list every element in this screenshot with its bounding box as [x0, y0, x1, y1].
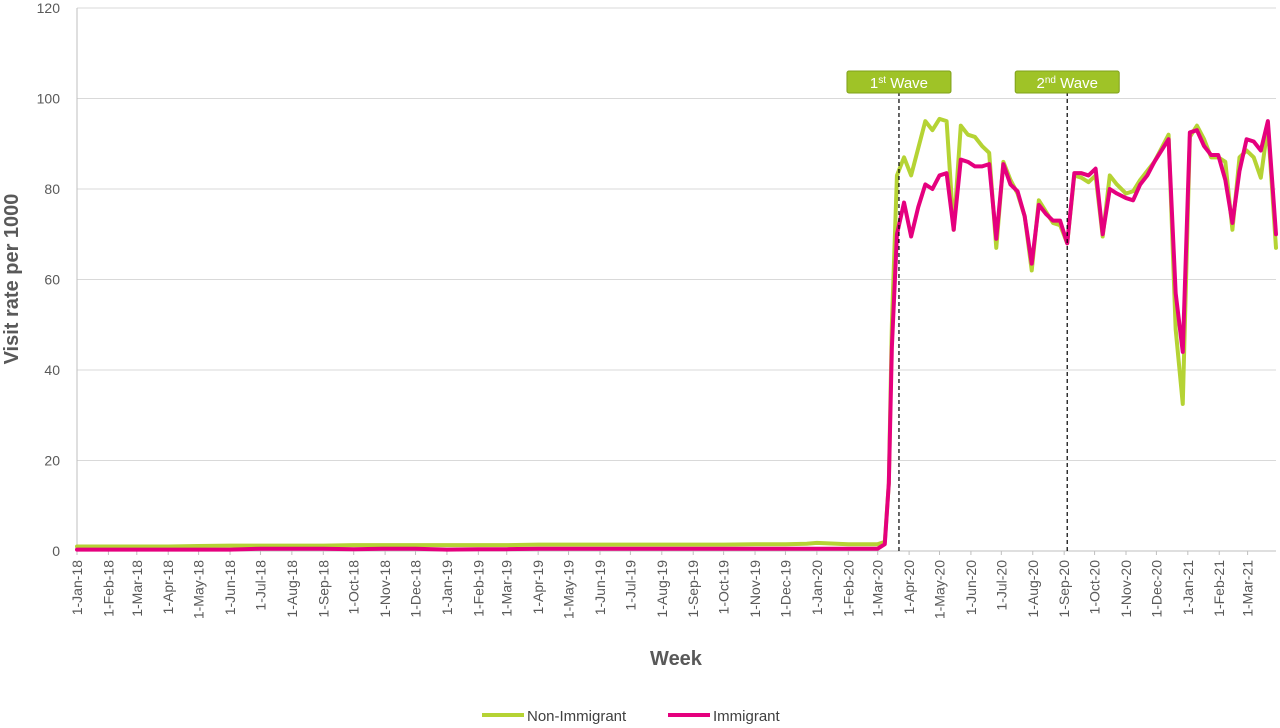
x-tick-label: 1-Oct-20	[1087, 560, 1103, 615]
x-tick-labels: 1-Jan-18 1-Feb-18 1-Mar-18 1-Apr-18 1-May-18…	[69, 551, 1256, 619]
x-tick-label: 1-Apr-20	[901, 560, 917, 615]
series-lines	[75, 116, 1278, 552]
x-tick-label: 1-Jan-20	[809, 560, 825, 615]
x-tick-label: 1-Jan-18	[69, 560, 85, 615]
axes	[76, 8, 1276, 552]
y-axis-title: Visit rate per 1000	[1, 194, 23, 365]
x-tick-label: 1-Aug-19	[654, 560, 670, 618]
wave-label: 2nd Wave	[1037, 75, 1098, 92]
x-tick-label: 1-Aug-18	[284, 560, 300, 618]
x-tick-label: 1-Jul-20	[993, 560, 1009, 611]
x-tick-label: 1-Feb-21	[1211, 560, 1227, 617]
y-tick-label: 40	[44, 362, 60, 378]
x-tick-label: 1-Dec-20	[1148, 560, 1164, 618]
x-tick-label: 1-Aug-20	[1025, 560, 1041, 618]
y-tick-label: 100	[37, 91, 61, 107]
y-tick-label: 80	[44, 181, 60, 197]
x-tick-label: 1-Feb-18	[100, 560, 116, 617]
x-tick-label: 1-May-19	[561, 560, 577, 619]
x-tick-label: 1-Apr-18	[160, 560, 176, 615]
x-tick-label: 1-Nov-18	[377, 560, 393, 618]
legend-label-immigrant: Immigrant	[713, 708, 781, 725]
wave-label-box	[846, 70, 952, 94]
y-tick-label: 60	[44, 272, 60, 288]
x-tick-label: 1-Jan-21	[1180, 560, 1196, 615]
x-axis-title: Week	[650, 648, 703, 670]
x-tick-label: 1-Sep-18	[315, 560, 331, 618]
x-tick-label: 1-Jul-19	[622, 560, 638, 611]
x-tick-label: 1-May-20	[932, 560, 948, 619]
x-tick-label: 1-Jun-18	[222, 560, 238, 615]
x-tick-label: 1-May-18	[191, 560, 207, 619]
y-tick-label: 20	[44, 453, 60, 469]
x-tick-label: 1-Mar-20	[870, 560, 886, 617]
x-tick-label: 1-Feb-20	[840, 560, 856, 617]
x-tick-label: 1-Nov-20	[1118, 560, 1134, 618]
x-tick-label: 1-Mar-19	[499, 560, 515, 617]
series-line-immigrant	[75, 119, 1278, 552]
y-tick-labels: 0 20 40 60 80 100 120	[37, 0, 61, 559]
wave-annotations: 1st Wave 2nd Wave	[846, 70, 1120, 551]
legend: Non-Immigrant Immigrant	[482, 708, 781, 725]
y-tick-label: 0	[52, 543, 60, 559]
series-line-non-immigrant	[75, 116, 1278, 549]
wave-label-box	[1014, 70, 1120, 94]
y-tick-label: 120	[37, 0, 61, 16]
x-tick-label: 1-Dec-19	[777, 560, 793, 618]
x-tick-label: 1-Sep-19	[685, 560, 701, 618]
wave-label: 1st Wave	[870, 75, 928, 92]
gridlines	[77, 7, 1276, 461]
x-tick-label: 1-Jul-18	[252, 560, 268, 611]
x-tick-label: 1-Jan-19	[439, 560, 455, 615]
x-tick-label: 1-Nov-19	[747, 560, 763, 618]
x-tick-label: 1-Sep-20	[1056, 560, 1072, 618]
x-tick-label: 1-Dec-18	[408, 560, 424, 618]
x-tick-label: 1-Apr-19	[530, 560, 546, 615]
x-tick-label: 1-Mar-18	[129, 560, 145, 617]
legend-label-non-immigrant: Non-Immigrant	[527, 708, 627, 725]
x-tick-label: 1-Feb-19	[470, 560, 486, 617]
x-tick-label: 1-Oct-19	[716, 560, 732, 615]
x-tick-label: 1-Jun-19	[592, 560, 608, 615]
x-tick-label: 1-Mar-21	[1240, 560, 1256, 617]
x-tick-label: 1-Jun-20	[963, 560, 979, 615]
x-tick-label: 1-Oct-18	[346, 560, 362, 615]
